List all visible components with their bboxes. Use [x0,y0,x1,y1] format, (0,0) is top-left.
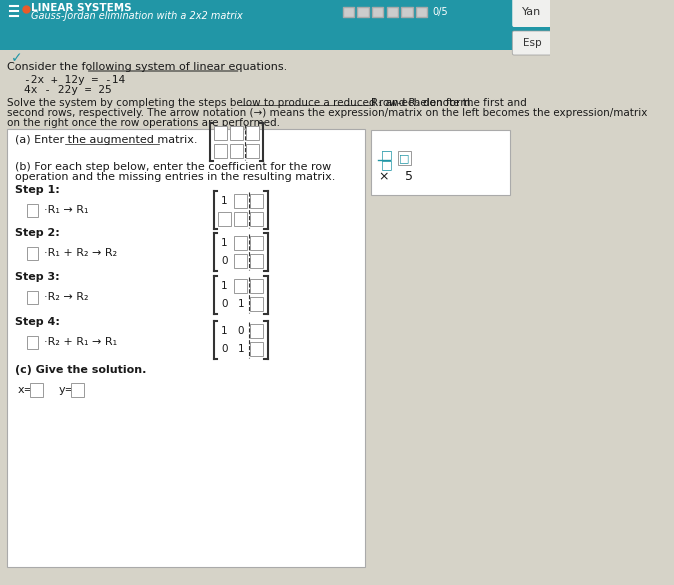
Text: ·R₂ → R₂: ·R₂ → R₂ [44,292,88,302]
FancyBboxPatch shape [251,297,264,311]
FancyBboxPatch shape [27,204,38,216]
Text: -2x + 12y = -14: -2x + 12y = -14 [24,75,126,85]
FancyBboxPatch shape [251,194,264,208]
FancyBboxPatch shape [234,254,247,268]
Text: y=: y= [59,385,75,395]
FancyBboxPatch shape [416,7,427,17]
Text: 0: 0 [221,256,228,266]
Text: on the right once the row operations are performed.: on the right once the row operations are… [7,118,280,128]
FancyBboxPatch shape [27,246,38,260]
Text: Gauss-Jordan elimination with a 2x2 matrix: Gauss-Jordan elimination with a 2x2 matr… [31,11,243,21]
FancyBboxPatch shape [214,144,226,158]
Text: 1: 1 [221,281,228,291]
Text: (c) Give the solution.: (c) Give the solution. [15,365,146,375]
FancyBboxPatch shape [251,342,264,356]
Text: second rows, respectively. The arrow notation (→) means the expression/matrix on: second rows, respectively. The arrow not… [7,108,647,118]
FancyBboxPatch shape [387,7,398,17]
FancyBboxPatch shape [512,0,551,27]
Text: ·R₁ → R₁: ·R₁ → R₁ [44,205,88,215]
FancyBboxPatch shape [0,0,550,50]
FancyBboxPatch shape [357,7,369,17]
Text: x=: x= [18,385,34,395]
Text: 0: 0 [221,344,228,354]
FancyBboxPatch shape [342,7,354,17]
FancyBboxPatch shape [234,236,247,250]
Text: 1: 1 [221,196,228,206]
FancyBboxPatch shape [512,31,551,55]
Text: Step 2:: Step 2: [15,228,59,238]
FancyBboxPatch shape [251,324,264,338]
Text: 5: 5 [404,170,412,184]
FancyBboxPatch shape [218,212,231,226]
FancyBboxPatch shape [27,336,38,349]
FancyBboxPatch shape [398,151,411,165]
Text: 1: 1 [221,326,228,336]
Text: (a) Enter the augmented matrix.: (a) Enter the augmented matrix. [15,135,197,145]
Text: Step 1:: Step 1: [15,185,59,195]
Text: Step 4:: Step 4: [15,317,59,327]
Text: 1: 1 [221,238,228,248]
FancyBboxPatch shape [234,279,247,293]
FancyBboxPatch shape [246,126,259,140]
FancyBboxPatch shape [251,236,264,250]
Text: ×: × [379,170,389,184]
FancyBboxPatch shape [30,383,43,397]
Text: R₁ and R₂ denote the first and: R₁ and R₂ denote the first and [371,98,527,108]
FancyBboxPatch shape [234,212,247,226]
Text: Solve the system by completing the steps below to produce a reduced row-echelon : Solve the system by completing the steps… [7,98,473,108]
Text: Esp: Esp [522,38,541,48]
Text: 0/5: 0/5 [432,7,448,17]
FancyBboxPatch shape [234,194,247,208]
Text: ✓: ✓ [11,51,23,65]
Text: 0: 0 [237,326,244,336]
Text: Yan: Yan [522,7,541,17]
Text: (b) For each step below, enter the coefficient for the row: (b) For each step below, enter the coeff… [15,162,331,172]
FancyBboxPatch shape [251,212,264,226]
FancyBboxPatch shape [251,279,264,293]
FancyBboxPatch shape [27,291,38,304]
Text: Step 3:: Step 3: [15,272,59,282]
FancyBboxPatch shape [7,129,365,567]
Text: 1: 1 [237,299,244,309]
FancyBboxPatch shape [230,144,243,158]
Text: ·R₂ + R₁ → R₁: ·R₂ + R₁ → R₁ [44,337,117,347]
FancyBboxPatch shape [251,254,264,268]
Text: □: □ [381,149,393,161]
Text: Consider the following system of linear equations.: Consider the following system of linear … [7,62,286,72]
FancyBboxPatch shape [214,126,226,140]
Text: LINEAR SYSTEMS: LINEAR SYSTEMS [31,3,131,13]
FancyBboxPatch shape [230,126,243,140]
Text: □: □ [399,153,410,163]
FancyBboxPatch shape [401,7,412,17]
Text: 4x - 22y = 25: 4x - 22y = 25 [24,85,112,95]
FancyBboxPatch shape [71,383,84,397]
FancyBboxPatch shape [372,7,384,17]
Text: □: □ [381,159,393,171]
FancyBboxPatch shape [371,130,510,195]
FancyBboxPatch shape [246,144,259,158]
Text: 1: 1 [237,344,244,354]
Text: ·R₁ + R₂ → R₂: ·R₁ + R₂ → R₂ [44,248,117,258]
Text: operation and the missing entries in the resulting matrix.: operation and the missing entries in the… [15,172,335,182]
FancyBboxPatch shape [0,50,550,585]
Text: 0: 0 [221,299,228,309]
